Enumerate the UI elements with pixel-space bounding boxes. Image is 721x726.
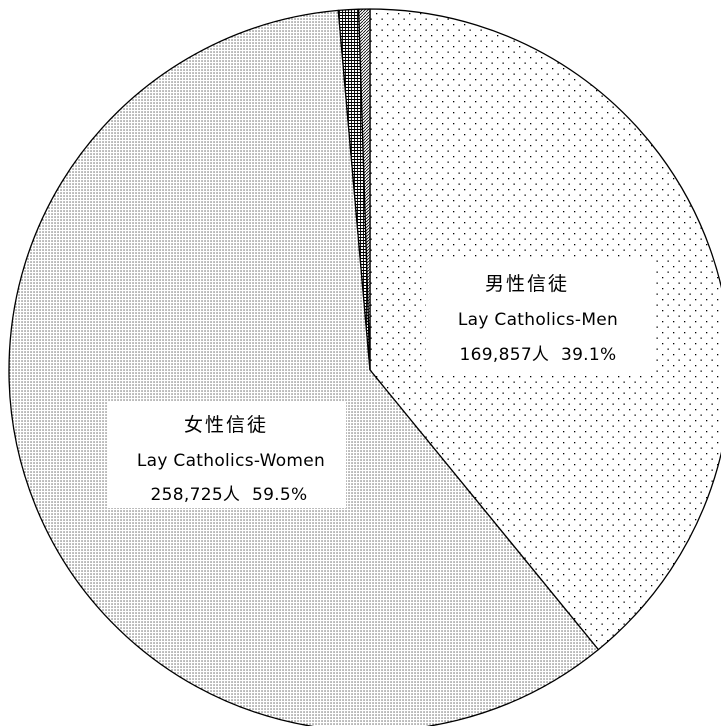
label-men-ja: 男性信徒: [485, 273, 569, 295]
label-women-count: 258,725人: [151, 485, 241, 505]
label-men-percent: 39.1%: [561, 345, 617, 365]
label-women-background: [108, 402, 346, 508]
label-lay-catholics-men: 男性信徒 Lay Catholics-Men 169,857人 39.1%: [426, 258, 654, 372]
label-lay-catholics-women: 女性信徒 Lay Catholics-Women 258,725人 59.5%: [108, 402, 346, 508]
label-men-count: 169,857人: [460, 345, 550, 365]
label-women-en: Lay Catholics-Women: [137, 451, 325, 471]
label-women-percent: 59.5%: [252, 485, 308, 505]
label-women-ja: 女性信徒: [184, 414, 268, 436]
label-men-en: Lay Catholics-Men: [458, 310, 618, 330]
pie-slice-women: [8, 9, 600, 726]
label-men-value: 169,857人 39.1%: [460, 345, 617, 365]
label-women-value: 258,725人 59.5%: [151, 485, 308, 505]
pie-slice-other-b: [358, 8, 371, 371]
label-men-background: [426, 258, 654, 372]
